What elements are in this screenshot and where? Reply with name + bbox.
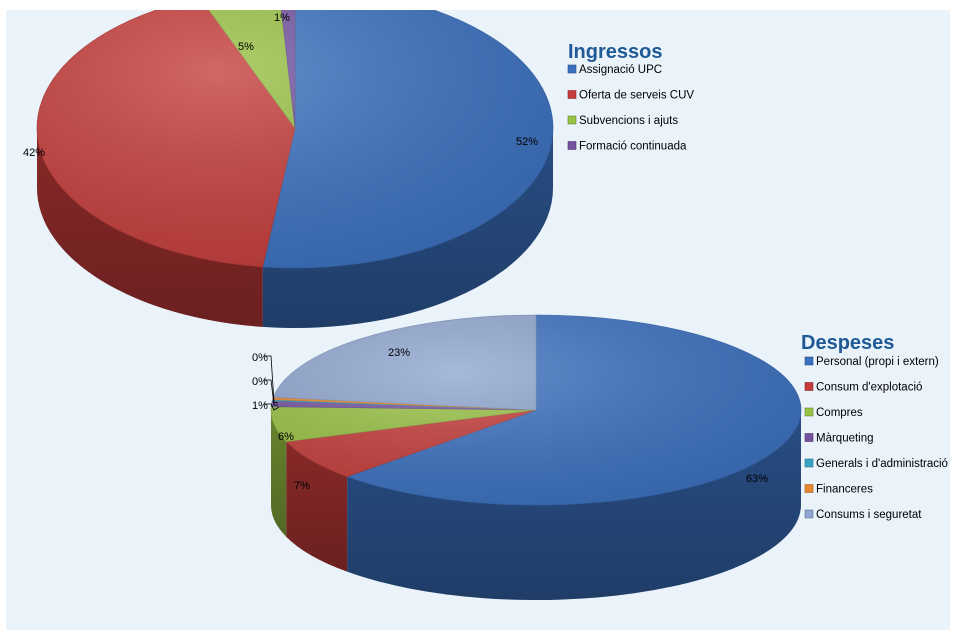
data-label-generals-i-d-administracio: 0% [252, 352, 268, 364]
legend-swatch-personal-propi-i-extern [804, 356, 814, 366]
legend-swatch-marqueting [804, 433, 814, 442]
chart-title: Despeses [801, 332, 894, 354]
data-label-assignacio-upc: 52% [516, 136, 538, 148]
legend-swatch-generals-i-d-administracio [804, 458, 814, 468]
legend-label-consum-d-explotacio: Consum d'explotació [816, 382, 922, 394]
chart-area: 52% 42% 5% 1% 63% 7% 6% 1% 0% 0% 23% Ingressos Ass… [6, 10, 950, 630]
leader-line-generals-i-d-administracio [264, 355, 279, 404]
legend-label-generals-i-d-administracio: Generals i d'administració [816, 458, 948, 470]
data-label-formacio-continuada: 1% [274, 12, 290, 24]
pie-slice-consums-i-seguretat [272, 314, 537, 411]
legend-label-formacio-continuada: Formació continuada [579, 141, 687, 153]
legend-swatch-consum-d-explotacio [804, 382, 814, 391]
legend-swatch-oferta-de-serveis-cuv [567, 90, 577, 99]
data-label-consums-i-seguretat: 23% [388, 347, 410, 359]
legend-label-subvencions-i-ajuts: Subvencions i ajuts [579, 115, 678, 127]
data-label-oferta-de-serveis-cuv: 42% [23, 147, 45, 159]
legend-swatch-financeres [804, 484, 814, 493]
despeses-pie: 63% 7% 6% 1% 0% 0% 23% [252, 314, 802, 600]
pie-side-shade [37, 128, 263, 327]
data-label-financeres: 0% [252, 376, 268, 388]
chart-title: Ingressos [568, 41, 662, 63]
legend-label-financeres: Financeres [816, 484, 873, 496]
legend-swatch-formacio-continuada [567, 141, 577, 150]
legend-label-marqueting: Màrqueting [816, 433, 874, 445]
leader-line-marqueting [264, 403, 280, 411]
legend-swatch-compres [804, 407, 814, 417]
legend-label-oferta-de-serveis-cuv: Oferta de serveis CUV [579, 90, 694, 102]
data-label-personal-propi-i-extern: 63% [746, 473, 768, 485]
pie-side-shade [262, 128, 553, 328]
despeses-legend: Despeses Personal (propi i extern) Consum … [801, 332, 948, 521]
leader-line-financeres [264, 379, 278, 406]
data-label-compres: 6% [278, 431, 294, 443]
pie-side-shade [347, 410, 801, 600]
legend-label-compres: Compres [816, 407, 863, 419]
data-label-subvencions-i-ajuts: 5% [238, 41, 254, 53]
legend-swatch-consums-i-seguretat [804, 509, 814, 519]
data-label-marqueting: 1% [252, 400, 268, 412]
legend-label-personal-propi-i-extern: Personal (propi i extern) [816, 356, 939, 368]
legend-label-assignacio-upc: Assignació UPC [579, 64, 662, 76]
charts-svg: 52% 42% 5% 1% 63% 7% 6% 1% 0% 0% 23% IngressosAss… [23, 10, 948, 600]
legend-label-consums-i-seguretat: Consums i seguretat [816, 509, 922, 521]
data-label-consum-d-explotacio: 7% [294, 480, 310, 492]
ingressos-pie: 52% 42% 5% 1% [23, 10, 554, 328]
legend-swatch-subvencions-i-ajuts [567, 115, 577, 125]
legend-swatch-assignacio-upc [567, 64, 577, 74]
